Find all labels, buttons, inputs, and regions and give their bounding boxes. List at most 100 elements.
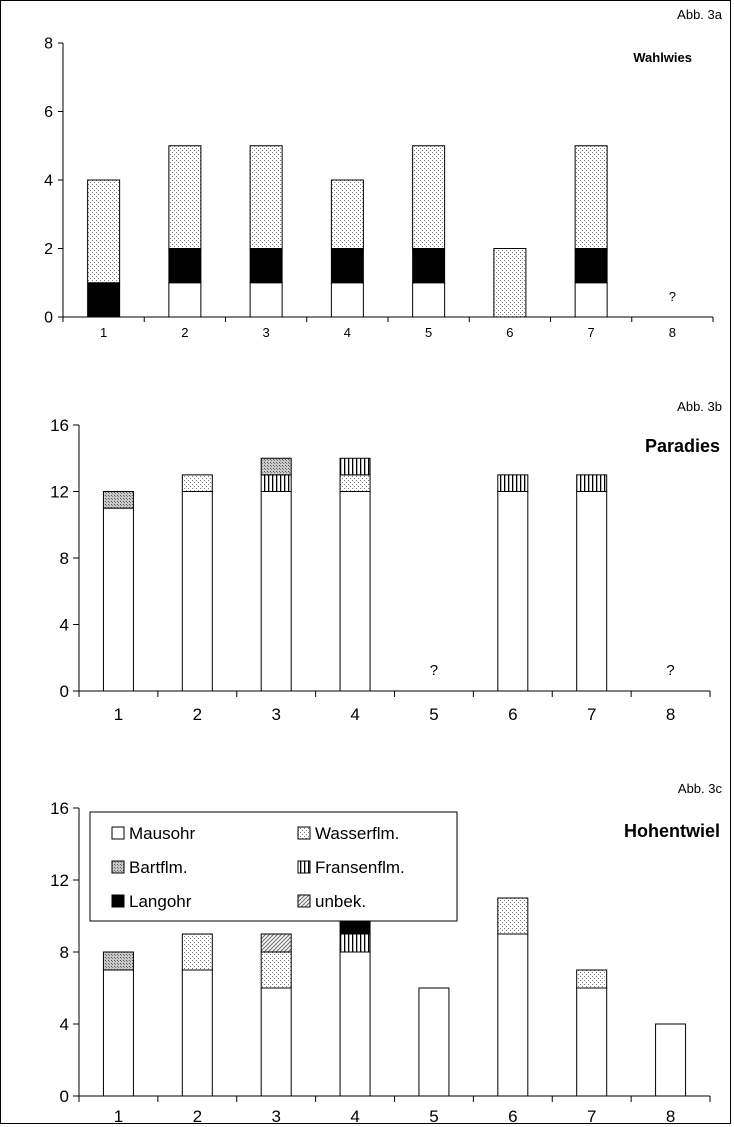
bar-segment-mausohr [412,282,446,318]
x-tick-label: 6 [508,1107,517,1126]
chart-wahlwies: 0 2 4 6 8 1 2 3 4 5 6 7 8? [44,36,714,340]
bar-segment-fransenflm [576,474,608,492]
y-tick-label: 4 [60,615,69,634]
bar-segment-langohr [574,248,608,284]
bar-segment-fransenflm [260,474,292,492]
y-tick-label: 0 [44,310,53,327]
x-tick-label: 6 [506,325,513,340]
x-tick-label: 1 [114,705,123,724]
bar-segment-mausohr [168,282,202,318]
x-tick-label: 5 [429,705,438,724]
bar-segment-bartflm [260,457,292,476]
bar-segment-langohr [87,282,121,318]
legend-swatch-wasserflm [297,826,311,840]
bar-segment-wasserflm [497,897,529,935]
bar-segment-mausohr [497,933,529,1097]
bar-segment-mausohr [339,491,371,692]
y-tick-label: 4 [60,1015,69,1034]
bar-segment-mausohr [576,987,608,1097]
y-tick-label: 16 [50,799,69,818]
x-tick-label: 2 [193,1107,202,1126]
figure-label-3b: Abb. 3b [677,399,722,414]
y-tick-label: 2 [44,241,53,258]
x-tick-label: 5 [425,325,432,340]
bar-segment-mausohr [260,987,292,1097]
bar-segment-bartflm [102,491,134,509]
bar-segment-fransenflm [497,474,529,492]
legend-swatch-langohr [111,894,125,908]
bar-segment-mausohr [181,969,213,1097]
bar-segment-fransenflm [339,933,371,953]
legend-swatch-mausohr [111,826,125,840]
legend-label-fransenflm: Fransenflm. [315,858,405,877]
bar-segment-wasserflm [339,474,371,492]
legend: Mausohr Wasserflm. Bartflm. Fransenflm. Lang… [89,811,458,922]
bar-segment-wasserflm [574,145,608,249]
annotation-unknown: ? [666,662,674,679]
y-tick-label: 8 [60,943,69,962]
legend-label-langohr: Langohr [129,892,192,911]
bar-segment-mausohr [576,491,608,692]
x-tick-label: 4 [344,325,351,340]
legend-swatch-fransenflm [297,860,311,874]
bar-segment-wasserflm [493,248,527,318]
legend-label-mausohr: Mausohr [129,824,195,843]
bar-segment-wasserflm [87,179,121,284]
y-tick-label: 4 [44,173,53,190]
legend-swatch-bartflm [111,860,125,874]
legend-swatch-unbek [297,894,311,908]
site-title-hohentwiel: Hohentwiel [623,821,720,841]
bar-segment-mausohr [339,951,371,1097]
x-tick-label: 4 [350,1107,359,1126]
bar-segment-mausohr [655,1023,687,1097]
annotation-unknown: ? [669,289,676,304]
bar-segment-langohr [168,248,202,284]
x-tick-label: 6 [508,705,517,724]
bar-segment-mausohr [181,491,213,692]
bar-segment-fransenflm [339,457,371,476]
bar-segment-mausohr [102,507,134,692]
legend-box [89,811,458,922]
bar-segment-mausohr [497,491,529,692]
y-tick-label: 8 [44,36,53,53]
x-tick-label: 7 [587,705,596,724]
legend-label-unbek: unbek. [315,892,366,911]
legend-label-bartflm: Bartflm. [129,858,188,877]
bar-segment-mausohr [260,491,292,692]
bar-segment-wasserflm [181,933,213,971]
y-tick-label: 6 [44,104,53,121]
x-tick-label: 7 [588,325,595,340]
y-tick-label: 0 [60,682,69,701]
bar-segment-wasserflm [576,969,608,989]
x-tick-label: 3 [263,325,270,340]
y-tick-label: 12 [50,871,69,890]
bar-segment-wasserflm [330,179,364,249]
y-tick-label: 0 [60,1087,69,1106]
bar-segment-bartflm [102,951,134,971]
site-title-paradies: Paradies [644,436,720,456]
bar-segment-wasserflm [168,145,202,249]
figure-label-3c: Abb. 3c [677,781,722,796]
x-tick-label: 2 [181,325,188,340]
x-tick-label: 4 [350,705,359,724]
bar-segment-mausohr [330,282,364,318]
bar-segment-langohr [249,248,283,284]
bar-segment-mausohr [574,282,608,318]
y-tick-label: 8 [60,549,69,568]
x-tick-label: 2 [193,705,202,724]
x-tick-label: 1 [114,1107,123,1126]
y-tick-label: 12 [50,482,69,501]
x-tick-label: 7 [587,1107,596,1126]
bar-segment-mausohr [418,987,450,1097]
bar-segment-langohr [330,248,364,284]
x-tick-label: 3 [271,705,280,724]
x-tick-label: 1 [100,325,107,340]
x-tick-label: 8 [669,325,676,340]
x-tick-label: 8 [666,705,675,724]
bar-segment-langohr [412,248,446,284]
annotation-unknown: ? [430,662,438,679]
bar-segment-wasserflm [249,145,283,249]
